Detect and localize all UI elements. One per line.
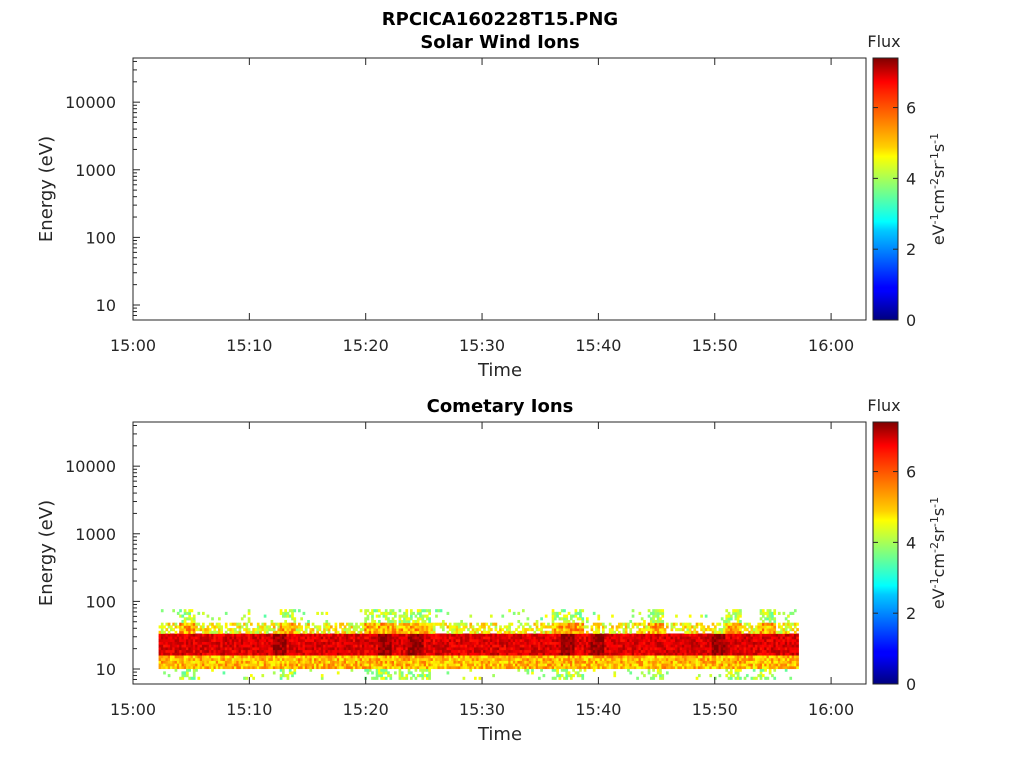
x-tick-label: 15:00	[110, 700, 156, 719]
x-tick-label: 15:20	[343, 336, 389, 355]
colorbar: 0 2 4 6	[872, 57, 916, 330]
x-tick-label: 16:00	[808, 336, 854, 355]
colorbar-tick-label: 4	[906, 169, 916, 188]
x-tick-label: 16:00	[808, 700, 854, 719]
y-tick-label: 10	[96, 660, 116, 679]
colorbar-gradient	[872, 57, 899, 321]
colorbar-label: eV-1cm-2sr-1s-1	[928, 497, 948, 609]
colorbar-title: Flux	[867, 32, 900, 51]
y-axis: 10 100 1000 10000	[65, 60, 140, 321]
y-tick-label: 1000	[75, 525, 116, 544]
plot-frame	[132, 421, 867, 685]
y-tick-label: 100	[85, 228, 116, 247]
x-tick-label: 15:40	[575, 700, 621, 719]
x-axis: 15:00 15:10 15:20 15:30 15:40 15:50 16:00	[110, 58, 854, 355]
colorbar-tick-label: 0	[906, 675, 916, 694]
colorbar: 0 2 4 6	[872, 421, 916, 694]
colorbar-label: eV-1cm-2sr-1s-1	[928, 133, 948, 245]
colorbar-tick-label: 4	[906, 533, 916, 552]
colorbar-tick-label: 6	[906, 99, 916, 118]
x-axis: 15:00 15:10 15:20 15:30 15:40 15:50 16:00	[110, 422, 854, 719]
y-tick-label: 100	[85, 592, 116, 611]
y-axis-label: Energy (eV)	[36, 136, 57, 242]
y-axis-label: Energy (eV)	[36, 500, 57, 606]
figure-title: RPCICA160228T15.PNG	[382, 9, 618, 30]
y-tick-label: 10000	[65, 457, 116, 476]
x-tick-label: 15:20	[343, 700, 389, 719]
x-tick-label: 15:40	[575, 336, 621, 355]
y-axis: 10 100 1000 10000	[65, 424, 140, 685]
x-tick-label: 15:10	[226, 336, 272, 355]
colorbar-tick-label: 2	[906, 604, 916, 623]
x-tick-label: 15:30	[459, 336, 505, 355]
x-tick-label: 15:50	[692, 700, 738, 719]
colorbar-gradient	[872, 421, 899, 685]
colorbar-title: Flux	[867, 396, 900, 415]
panel-title: Solar Wind Ions	[420, 32, 579, 53]
y-tick-label: 1000	[75, 161, 116, 180]
x-tick-label: 15:30	[459, 700, 505, 719]
colorbar-tick-label: 6	[906, 463, 916, 482]
x-tick-label: 15:00	[110, 336, 156, 355]
panel-solar-wind: Solar Wind Ions 10 100 1000 10000 15:00 15:1…	[36, 32, 948, 381]
x-axis-label: Time	[477, 724, 522, 745]
y-tick-label: 10000	[65, 93, 116, 112]
y-tick-label: 10	[96, 296, 116, 315]
x-axis-label: Time	[477, 360, 522, 381]
panel-title: Cometary Ions	[427, 396, 574, 417]
x-tick-label: 15:10	[226, 700, 272, 719]
colorbar-tick-label: 2	[906, 240, 916, 259]
plot-frame	[132, 57, 867, 321]
x-tick-label: 15:50	[692, 336, 738, 355]
colorbar-tick-label: 0	[906, 311, 916, 330]
heatmap-layer	[158, 609, 799, 680]
